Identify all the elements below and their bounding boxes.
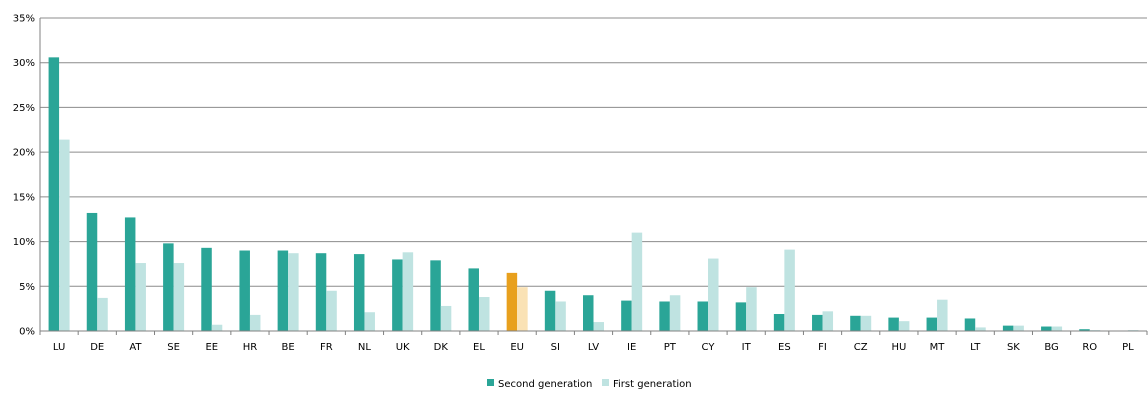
bar-second-generation: [964, 318, 976, 331]
bar-first-generation: [288, 253, 299, 331]
bar-first-generation: [440, 305, 452, 331]
x-tick-label: DE: [90, 342, 104, 353]
bar-second-generation: [315, 253, 327, 331]
bar-second-generation: [124, 217, 136, 331]
bar-first-generation: [1013, 325, 1024, 331]
bar-first-generation: [211, 324, 223, 331]
bar-second-generation: [888, 317, 899, 331]
bar-second-generation: [392, 259, 403, 331]
bar-first-generation: [784, 249, 795, 331]
y-tick-label: 30%: [13, 58, 35, 69]
x-tick-label: HR: [243, 342, 258, 353]
bar-first-generation: [898, 321, 910, 331]
bar-first-generation: [1051, 326, 1063, 331]
x-tick-label: LV: [588, 342, 599, 353]
x-tick-label: HU: [891, 342, 906, 353]
x-tick-label: SK: [1007, 342, 1020, 353]
x-tick-label: FI: [818, 342, 827, 353]
x-tick-label: EU: [510, 342, 524, 353]
x-tick-label: LT: [970, 342, 981, 353]
bar-first-generation: [937, 299, 948, 331]
bar-first-generation: [822, 311, 834, 331]
bar-second-generation: [735, 302, 747, 331]
bar-first-generation: [478, 297, 490, 331]
bar-first-generation: [746, 287, 757, 331]
bar-second-generation: [621, 300, 632, 331]
bar-second-generation: [1002, 325, 1014, 331]
x-tick-label: EE: [205, 342, 218, 353]
bar-second-generation: [1041, 326, 1052, 331]
x-tick-label: DK: [434, 342, 449, 353]
x-tick-label: ES: [778, 342, 791, 353]
bar-first-generation: [402, 252, 414, 331]
x-tick-label: MT: [930, 342, 946, 353]
bar-second-generation: [86, 212, 98, 331]
legend-swatch-first-generation: [602, 379, 609, 386]
bar-first-generation: [708, 258, 719, 331]
x-tick-label: IT: [742, 342, 752, 353]
bar-first-generation: [97, 297, 108, 331]
bar-second-generation: [48, 57, 60, 331]
x-tick-label: EL: [473, 342, 485, 353]
bar-first-generation: [173, 263, 185, 331]
bar-second-generation: [850, 315, 861, 331]
bar-second-generation: [353, 254, 365, 331]
bar-first-generation: [364, 312, 375, 331]
bar-second-generation: [812, 314, 823, 331]
bar-first-generation: [860, 315, 872, 331]
bar-second-generation: [277, 250, 289, 331]
y-tick-label: 10%: [13, 237, 35, 248]
bar-second-generation: [163, 243, 174, 331]
x-tick-label: BE: [282, 342, 295, 353]
y-tick-label: 35%: [13, 14, 35, 25]
x-tick-label: PT: [664, 342, 677, 353]
bar-first-generation: [135, 263, 146, 331]
x-tick-label: UK: [396, 342, 410, 353]
bar-second-generation: [430, 260, 441, 331]
x-tick-label: CY: [702, 342, 716, 353]
y-tick-label: 5%: [19, 282, 35, 293]
bar-first-generation: [326, 290, 337, 331]
bar-first-generation: [631, 232, 643, 331]
x-tick-label: BG: [1044, 342, 1058, 353]
bar-first-generation: [249, 314, 261, 331]
legend-label-second-generation: Second generation: [498, 379, 592, 390]
bar-first-generation: [669, 295, 681, 331]
bar-second-generation: [468, 268, 479, 331]
x-tick-label: SI: [551, 342, 560, 353]
x-tick-label: FR: [320, 342, 333, 353]
x-tick-label: CZ: [854, 342, 868, 353]
x-tick-label: RO: [1082, 342, 1097, 353]
x-tick-label: PL: [1122, 342, 1134, 353]
bar-second-generation: [1079, 329, 1090, 331]
bar-second-generation: [544, 290, 556, 331]
legend-label-first-generation: First generation: [613, 379, 692, 390]
bar-first-generation: [59, 139, 70, 331]
y-tick-label: 15%: [13, 192, 35, 203]
bar-second-generation: [239, 250, 250, 331]
x-tick-label: SE: [167, 342, 180, 353]
x-tick-label: AT: [129, 342, 142, 353]
bar-second-generation: [697, 301, 709, 331]
x-tick-label: NL: [358, 342, 371, 353]
bar-second-generation: [773, 314, 785, 331]
legend-swatch-second-generation: [487, 379, 494, 386]
x-tick-label: IE: [627, 342, 636, 353]
y-tick-label: 20%: [13, 148, 35, 159]
bar-second-generation: [926, 317, 938, 331]
bar-first-generation: [593, 322, 604, 331]
bar-second-generation: [201, 247, 212, 331]
bar-second-generation: [583, 295, 594, 331]
bar-second-generation: [659, 301, 670, 331]
bar-first-generation: [555, 301, 566, 331]
bar-first-generation: [517, 287, 528, 331]
bar-second-generation: [506, 272, 518, 331]
y-tick-label: 0%: [19, 327, 35, 338]
y-tick-label: 25%: [13, 103, 35, 114]
bar-first-generation: [975, 327, 986, 331]
x-tick-label: LU: [53, 342, 65, 353]
